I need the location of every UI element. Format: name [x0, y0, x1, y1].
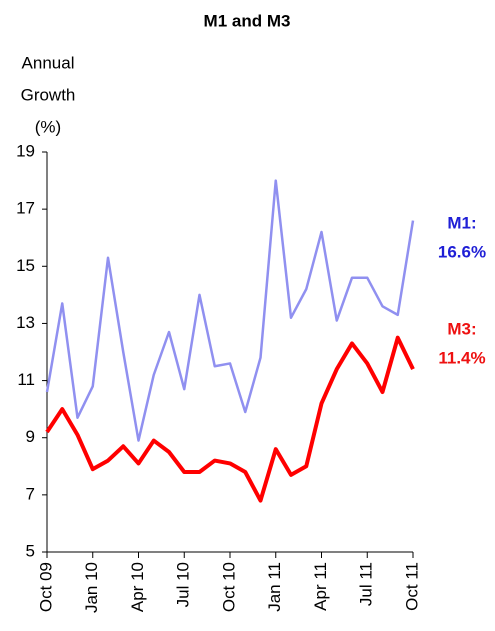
series-line [45, 335, 415, 503]
x-tick-label: Jan 10 [82, 562, 101, 613]
annotation: M1: [447, 213, 476, 232]
y-axis-label: (%) [35, 117, 61, 136]
x-tick-label: Jul 11 [357, 562, 376, 606]
y-tick-label: 13 [16, 313, 35, 332]
y-axis-label: Annual [22, 53, 75, 72]
y-tick-label: 15 [16, 256, 35, 275]
annotation: M3: [447, 319, 476, 338]
x-tick-label: Oct 10 [219, 562, 238, 612]
x-tick-label: Oct 11 [402, 562, 421, 611]
y-tick-label: 11 [17, 370, 35, 389]
y-tick-label: 7 [26, 484, 35, 503]
annotation: 11.4% [438, 348, 485, 367]
y-tick-label: 19 [16, 141, 35, 160]
y-tick-label: 17 [16, 199, 35, 218]
annotation: 16.6% [438, 242, 486, 261]
x-tick-label: Oct 09 [36, 562, 55, 612]
x-tick-label: Jul 10 [174, 562, 193, 607]
y-axis-label: Growth [21, 85, 76, 104]
y-tick-label: 5 [26, 541, 35, 560]
x-tick-label: Apr 11 [311, 562, 330, 611]
chart-title: M1 and M3 [204, 11, 291, 30]
x-tick-label: Apr 10 [128, 562, 147, 612]
series-line [45, 179, 415, 442]
y-tick-label: 9 [26, 427, 35, 446]
x-tick-label: Jan 11 [265, 562, 284, 612]
